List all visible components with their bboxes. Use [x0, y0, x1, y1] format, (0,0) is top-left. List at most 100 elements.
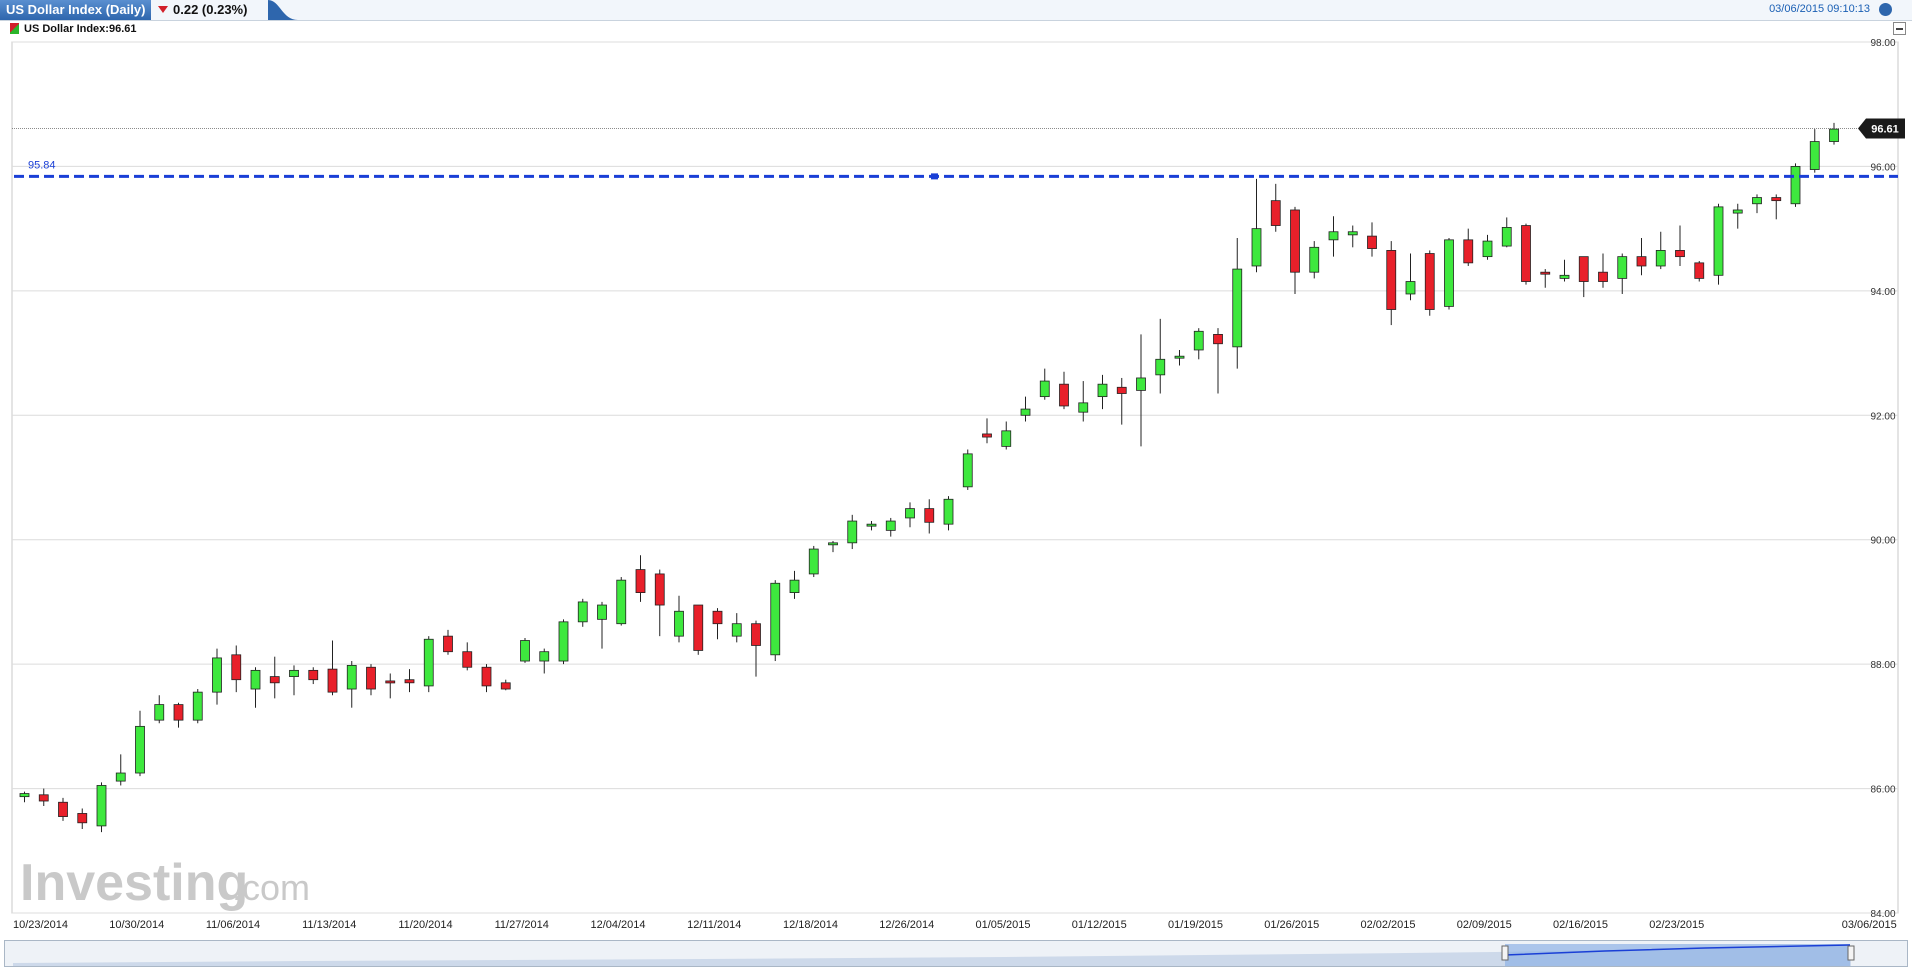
y-tick-label: 86.00 [1870, 785, 1895, 796]
candle-body [924, 508, 935, 523]
candle-body [828, 542, 838, 546]
candle-body [751, 623, 761, 646]
investing-logo: Investing [20, 854, 248, 912]
candle-body [1424, 253, 1435, 310]
candle-body [443, 635, 453, 653]
candle-body [539, 651, 550, 662]
y-tick-label: 98.00 [1870, 38, 1895, 49]
candle [866, 521, 877, 531]
candle [539, 648, 550, 674]
candle-body [1405, 281, 1416, 295]
candle-body [1713, 206, 1724, 276]
minimize-button[interactable] [1893, 22, 1906, 35]
candle [751, 620, 761, 677]
x-tick-label: 10/23/2014 [13, 919, 68, 931]
candle-body [135, 725, 145, 774]
x-tick-label: 02/23/2015 [1649, 919, 1704, 931]
x-tick-label: 01/12/2015 [1072, 919, 1127, 931]
x-tick-label: 11/20/2014 [398, 919, 452, 931]
candle [308, 667, 319, 685]
candle-body [847, 520, 858, 544]
x-tick-label: 12/18/2014 [783, 919, 838, 931]
candle [231, 645, 242, 693]
candle-body [1328, 231, 1339, 241]
candle [982, 418, 992, 444]
candle [1136, 334, 1146, 447]
candle-body [866, 523, 877, 527]
candle-body [1540, 271, 1551, 275]
candle [1251, 178, 1262, 273]
candle-body [1020, 408, 1031, 416]
candle-body [1501, 226, 1512, 247]
candle [577, 598, 588, 627]
candle [712, 608, 723, 640]
candle-body [1251, 228, 1262, 267]
candle [1328, 216, 1339, 257]
x-tick-label: 10/30/2014 [109, 919, 164, 931]
candle-body [1116, 386, 1127, 394]
level-line-handle [931, 173, 938, 180]
candle-body [385, 680, 396, 684]
candle [1174, 349, 1185, 366]
candle-body [1386, 250, 1397, 310]
price-change-value: 0.22 (0.23%) [173, 2, 248, 17]
x-tick-label: 12/04/2014 [590, 919, 645, 931]
candle [19, 791, 30, 803]
candle [1270, 183, 1281, 232]
candle [1771, 194, 1782, 220]
candle [1521, 223, 1531, 285]
candle-body [808, 548, 819, 575]
candle [1501, 217, 1512, 248]
candle [192, 689, 203, 724]
chart-title-tab[interactable]: US Dollar Index (Daily) [0, 0, 152, 20]
candle [462, 642, 473, 671]
navigator-left-handle[interactable] [1501, 945, 1509, 961]
candle-body [616, 579, 627, 625]
candle [1097, 374, 1108, 410]
candle-body [520, 640, 530, 662]
navigator-bar[interactable] [4, 940, 1908, 967]
investing-logo-suffix: .com [232, 867, 310, 908]
x-tick-label: 02/09/2015 [1457, 919, 1512, 931]
candle [597, 601, 607, 649]
navigator-chart [13, 944, 1855, 966]
candle-body [1752, 197, 1762, 205]
candle [962, 449, 973, 490]
candle-body [1655, 250, 1666, 267]
candle [808, 545, 819, 578]
candle [58, 797, 68, 821]
navigator-selection[interactable] [1505, 944, 1850, 966]
candle-body [38, 794, 49, 802]
candle [269, 656, 280, 699]
x-tick-label: 12/26/2014 [879, 919, 934, 931]
candle-body [404, 679, 415, 684]
candle [558, 619, 569, 665]
candle-body [77, 813, 88, 824]
candle [770, 580, 781, 662]
candle-body [1732, 209, 1743, 214]
candle [346, 661, 357, 708]
x-tick-label: 01/26/2015 [1264, 919, 1319, 931]
candle [885, 517, 896, 537]
last-price-badge [1858, 118, 1905, 139]
tab-edge [268, 0, 298, 20]
x-tick-label: 12/11/2014 [687, 919, 741, 931]
candle [1598, 253, 1608, 288]
candle [1001, 421, 1012, 450]
candle [1232, 237, 1243, 369]
candle-body [500, 682, 511, 690]
x-tick-label: 11/06/2014 [206, 919, 260, 931]
candlestick-chart: 98.00 96.00 94.00 92.00 90.00 88.00 86.00 84.00… [11, 38, 1905, 931]
candle-body [1675, 250, 1685, 258]
candle-body [558, 621, 569, 662]
y-tick-label: 88.00 [1870, 660, 1895, 671]
candle-body [1136, 377, 1146, 391]
candle-body [192, 691, 203, 721]
refresh-icon[interactable] [1879, 3, 1892, 16]
candle [366, 664, 376, 696]
last-price-label: 96.61 [1871, 123, 1899, 135]
navigator-right-handle[interactable] [1847, 945, 1855, 961]
candle-body [173, 704, 184, 721]
candle-body [1617, 256, 1628, 279]
candle-body [308, 669, 319, 681]
